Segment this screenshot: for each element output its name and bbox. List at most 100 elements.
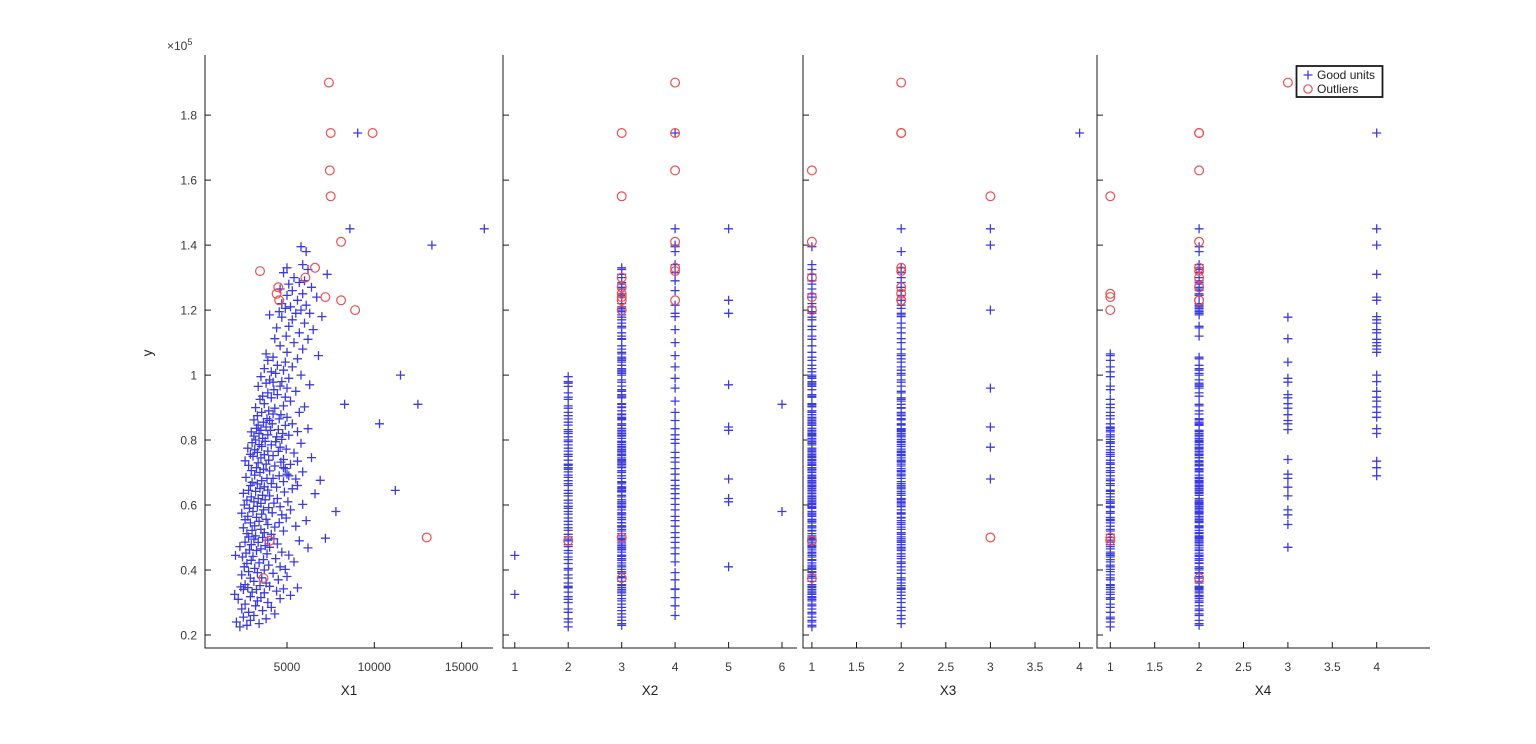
- outlier-marker: [421, 532, 432, 543]
- outlier-marker: [806, 535, 817, 546]
- outlier-marker: [323, 77, 334, 88]
- outlier-marker: [1194, 272, 1205, 283]
- x4-axis-label: X4: [1255, 683, 1272, 698]
- outlier-marker: [1194, 236, 1205, 247]
- outlier-marker: [258, 573, 269, 584]
- x-tick-label: 1.5: [1146, 660, 1163, 674]
- outlier-marker: [336, 236, 347, 247]
- x-tick-label: 3: [1285, 660, 1292, 674]
- outlier-marker: [1194, 266, 1205, 277]
- x-tick-label: 6: [779, 660, 786, 674]
- tick-marks: [803, 114, 1081, 648]
- outlier-marker: [616, 532, 627, 543]
- x-tick-label: 1.5: [848, 660, 865, 674]
- outlier-marker: [1194, 128, 1205, 139]
- outlier-marker: [350, 305, 361, 316]
- x-tick-label: 2.5: [1235, 660, 1252, 674]
- legend-good-units-marker: [1303, 70, 1313, 80]
- outlier-marker: [670, 77, 681, 88]
- x-tick-label: 3: [618, 660, 625, 674]
- outlier-marker: [1105, 532, 1116, 543]
- x-tick-label: 1: [1107, 660, 1114, 674]
- outlier-marker: [274, 295, 285, 306]
- x3-axis-label: X3: [940, 683, 957, 698]
- y-tick-label: 1.6: [180, 174, 197, 188]
- x-tick-label: 5: [725, 660, 732, 674]
- legend[interactable]: Good units Outliers: [1295, 65, 1384, 98]
- tick-marks: [1097, 114, 1378, 648]
- outlier-marker: [616, 128, 627, 139]
- outlier-marker: [806, 165, 817, 176]
- x-tick-label: 3.5: [1324, 660, 1341, 674]
- outlier-marker: [806, 236, 817, 247]
- outlier-marker: [1105, 191, 1116, 202]
- outlier-marker: [896, 262, 907, 273]
- outlier-marker: [896, 77, 907, 88]
- outlier-marker: [670, 165, 681, 176]
- y-tick-label: 0.6: [180, 499, 197, 513]
- outlier-marker: [563, 535, 574, 546]
- outlier-marker: [670, 262, 681, 273]
- outlier-marker: [273, 282, 284, 293]
- outlier-marker: [325, 191, 336, 202]
- x-tick-label: 2: [1196, 660, 1203, 674]
- x-tick-label: 2.5: [937, 660, 954, 674]
- outlier-marker: [670, 295, 681, 306]
- x-tick-label: 5000: [274, 660, 301, 674]
- subplot-y-vs-x3: 1 1.5 2 2.5 3 3.5 4: [802, 55, 1093, 674]
- x-tick-label: 3: [987, 660, 994, 674]
- y-axis-exponent-power: 5: [187, 37, 192, 47]
- legend-outliers-marker: [1303, 84, 1313, 94]
- outlier-markers: [255, 77, 432, 584]
- outlier-marker: [1194, 165, 1205, 176]
- outlier-marker: [336, 295, 347, 306]
- outlier-marker: [616, 295, 627, 306]
- good-units-markers: [230, 128, 489, 632]
- x1-axis-label: X1: [341, 683, 358, 698]
- x-tick-label: 4: [1076, 660, 1083, 674]
- outlier-marker: [310, 262, 321, 273]
- outlier-marker: [896, 295, 907, 306]
- good-units-markers: [510, 128, 787, 632]
- subplot-y-vs-x4: 1 1.5 2 2.5 3 3.5 4: [1096, 55, 1430, 674]
- outlier-markers: [806, 77, 996, 584]
- outlier-marker: [985, 191, 996, 202]
- outlier-marker: [985, 532, 996, 543]
- y-tick-label: 1: [190, 369, 197, 383]
- outlier-marker: [616, 272, 627, 283]
- outlier-markers: [1105, 77, 1293, 584]
- x-tick-label: 1: [809, 660, 816, 674]
- x-tick-label: 15000: [445, 660, 479, 674]
- axis-spines: [204, 55, 493, 649]
- y-tick-label: 1.8: [180, 109, 197, 123]
- axis-spines: [1096, 55, 1430, 649]
- outlier-marker: [896, 282, 907, 293]
- subplot-y-vs-x2: 1 2 3 4 5 6: [502, 55, 797, 674]
- outlier-marker: [1194, 295, 1205, 306]
- outlier-marker: [616, 292, 627, 303]
- outlier-marker: [806, 272, 817, 283]
- outlier-marker: [1282, 77, 1293, 88]
- axis-spines: [502, 55, 797, 649]
- outlier-marker: [670, 128, 681, 139]
- outlier-marker: [300, 272, 311, 283]
- y-axis-exponent: ×105: [167, 37, 192, 53]
- tick-marks: [205, 114, 463, 648]
- outlier-markers: [563, 77, 681, 584]
- x-tick-label: 4: [1373, 660, 1380, 674]
- y-tick-label: 0.8: [180, 434, 197, 448]
- legend-outliers-label: Outliers: [1317, 82, 1358, 96]
- x-tick-label: 2: [898, 660, 905, 674]
- outlier-marker: [1194, 282, 1205, 293]
- outlier-marker: [670, 236, 681, 247]
- good-units-markers: [807, 128, 1085, 632]
- x-tick-label: 2: [565, 660, 572, 674]
- outlier-marker: [806, 573, 817, 584]
- subplot-y-vs-x1: 5000 10000 15000 0.2 0.4 0.6 0.8 1 1.2 1.4 1.6 1.8: [180, 55, 493, 674]
- x2-axis-label: X2: [642, 683, 659, 698]
- outlier-marker: [616, 288, 627, 299]
- outlier-marker: [806, 292, 817, 303]
- x-tick-label: 4: [672, 660, 679, 674]
